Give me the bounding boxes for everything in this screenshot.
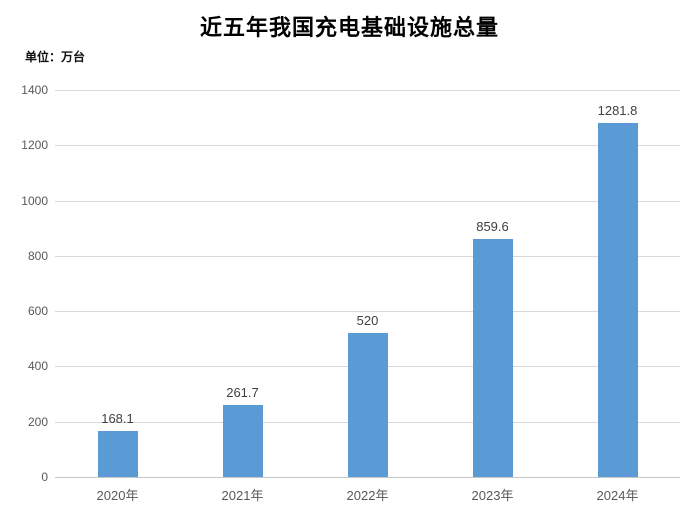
gridline	[55, 255, 680, 257]
chart-title: 近五年我国充电基础设施总量	[199, 15, 499, 40]
x-tick-label: 2024年	[596, 488, 639, 503]
gridline	[55, 145, 680, 147]
bar-value-label: 520	[356, 313, 379, 329]
bar-value-label: 1281.8	[597, 102, 638, 118]
bar	[597, 122, 638, 477]
y-tick-label: 600	[27, 304, 48, 319]
bar-value-label: 168.1	[101, 410, 134, 426]
y-tick-label: 200	[27, 414, 48, 429]
y-tick-label: 0	[41, 470, 48, 484]
y-tick-label: 800	[27, 248, 48, 263]
plot-area: 0 200 400 600 800 1000 1200 1400 168.1 2020年 261.7…	[21, 84, 680, 503]
unit-label: 单位：万台	[25, 50, 86, 64]
bar	[472, 239, 513, 477]
bar	[222, 404, 263, 477]
y-tick-label: 1400	[21, 83, 48, 97]
bar	[347, 333, 388, 477]
bar-value-label: 261.7	[226, 384, 259, 400]
x-tick-label: 2021年	[221, 488, 264, 503]
x-axis-line	[55, 477, 680, 478]
y-tick-label: 1200	[21, 138, 48, 153]
gridline	[55, 200, 680, 202]
bar-value-label: 859.6	[476, 219, 509, 235]
x-tick-label: 2023年	[471, 488, 514, 503]
x-tick-label: 2022年	[346, 488, 389, 503]
y-tick-label: 1000	[21, 193, 48, 208]
y-tick-label: 400	[27, 359, 48, 374]
gridline	[55, 90, 680, 91]
x-tick-label: 2020年	[96, 488, 139, 503]
bar	[97, 430, 138, 477]
gridline	[55, 311, 680, 313]
